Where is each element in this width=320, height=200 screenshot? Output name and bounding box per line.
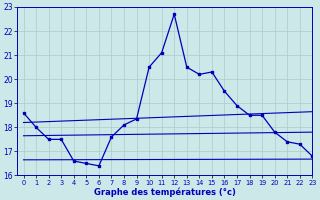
X-axis label: Graphe des températures (°c): Graphe des températures (°c)	[94, 187, 236, 197]
